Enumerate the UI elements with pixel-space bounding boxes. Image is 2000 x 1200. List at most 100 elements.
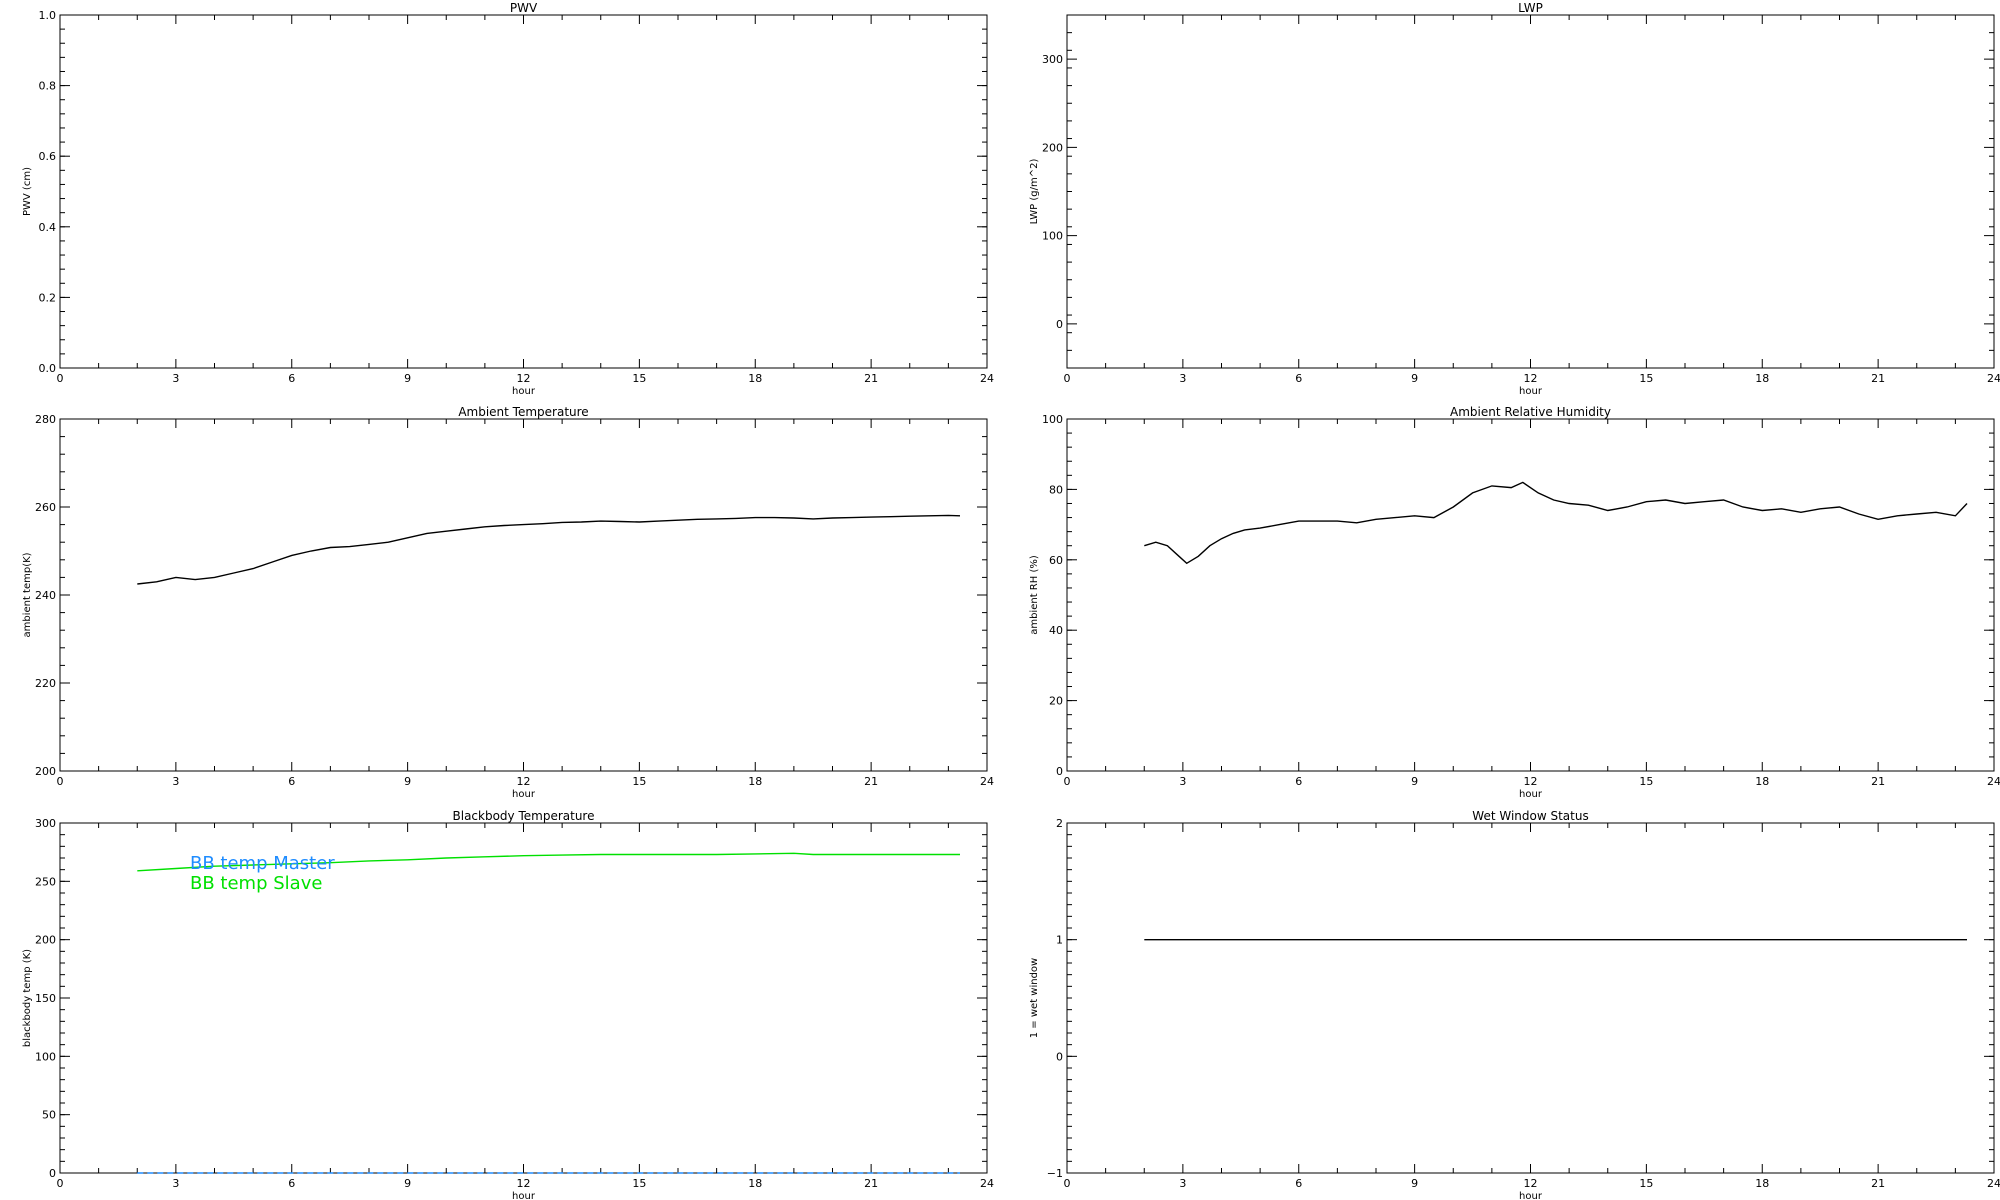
- x-tick-label: 21: [864, 775, 878, 788]
- y-tick-label: 300: [35, 817, 56, 830]
- y-tick-label: 220: [35, 677, 56, 690]
- x-tick-label: 3: [172, 1177, 179, 1190]
- x-axis-label: hour: [512, 789, 536, 800]
- series-line-1: [137, 514, 961, 585]
- x-tick-label: 18: [748, 372, 762, 385]
- x-tick-label: 18: [748, 1177, 762, 1190]
- x-tick-label: 12: [1524, 1177, 1538, 1190]
- y-tick-label: 100: [1042, 413, 1063, 426]
- x-tick-label: 21: [1871, 775, 1885, 788]
- x-tick-label: 21: [1871, 1177, 1885, 1190]
- y-tick-label: 1.0: [39, 9, 57, 22]
- x-tick-label: 15: [1639, 775, 1653, 788]
- y-tick-label: 260: [35, 501, 56, 514]
- y-tick-label: 50: [42, 1109, 56, 1122]
- y-tick-label: 280: [35, 413, 56, 426]
- chart-panel-1: 0 3 6 9 12 15 18 21 24 0.0 0.2 0.4 0.6 0.8 1.0 PWV hour P…: [22, 1, 994, 397]
- y-tick-label: 240: [35, 589, 56, 602]
- x-tick-label: 3: [1179, 775, 1186, 788]
- x-axis-label: hour: [1519, 386, 1543, 397]
- x-tick-label: 0: [1064, 372, 1071, 385]
- x-tick-label: 9: [1411, 372, 1418, 385]
- y-tick-label: 0: [1056, 1050, 1063, 1063]
- x-tick-label: 3: [172, 372, 179, 385]
- chart-panel-3: 0 3 6 9 12 15 18 21 24 200 220 240 260 280 Ambient Tem…: [22, 405, 994, 800]
- series-line-1: [1144, 481, 1968, 565]
- y-tick-label: 0.2: [39, 291, 57, 304]
- chart-title: LWP: [1518, 1, 1543, 15]
- x-tick-label: 6: [288, 372, 295, 385]
- series-line-2: [137, 852, 960, 872]
- x-axis-label: hour: [1519, 1191, 1543, 1200]
- x-axis-label: hour: [512, 386, 536, 397]
- x-tick-label: 12: [1524, 775, 1538, 788]
- x-tick-label: 0: [57, 775, 64, 788]
- x-tick-label: 21: [864, 1177, 878, 1190]
- x-tick-label: 12: [1524, 372, 1538, 385]
- y-tick-label: 40: [1049, 624, 1063, 637]
- y-tick-label: 0.6: [39, 150, 57, 163]
- plot-frame: [59, 14, 988, 369]
- y-tick-label: 60: [1049, 554, 1063, 567]
- y-axis-label: ambient RH (%): [1029, 555, 1040, 635]
- x-tick-label: 12: [517, 372, 531, 385]
- y-tick-label: 1: [1056, 934, 1063, 947]
- x-tick-label: 9: [1411, 775, 1418, 788]
- x-tick-label: 15: [632, 775, 646, 788]
- y-tick-label: 200: [35, 765, 56, 778]
- x-tick-label: 12: [517, 775, 531, 788]
- plot-frame: [1066, 822, 1995, 1174]
- chart-panel-2: 0 3 6 9 12 15 18 21 24 0 100 200 300 LWP hour LWP (g/m^…: [1029, 1, 2000, 397]
- x-tick-label: 0: [1064, 1177, 1071, 1190]
- x-tick-label: 15: [632, 1177, 646, 1190]
- x-tick-label: 6: [1295, 775, 1302, 788]
- chart-panel-5: 0 3 6 9 12 15 18 21 24 0 50 100 150 200 250 300 Blackbod…: [22, 809, 994, 1200]
- y-tick-label: 200: [1042, 141, 1063, 154]
- chart-title: Ambient Relative Humidity: [1450, 405, 1611, 419]
- x-tick-label: 9: [404, 372, 411, 385]
- chart-panel-4: 0 3 6 9 12 15 18 21 24 0 20 40 60 80 100 Ambient Relati…: [1029, 405, 2000, 800]
- x-tick-label: 15: [632, 372, 646, 385]
- y-tick-label: 20: [1049, 695, 1063, 708]
- x-tick-label: 15: [1639, 1177, 1653, 1190]
- x-tick-label: 15: [1639, 372, 1653, 385]
- x-tick-label: 24: [980, 1177, 994, 1190]
- x-axis-label: hour: [512, 1191, 536, 1200]
- x-tick-label: 3: [172, 775, 179, 788]
- x-tick-label: 0: [57, 1177, 64, 1190]
- chart-title: Wet Window Status: [1472, 809, 1588, 823]
- x-tick-label: 18: [1755, 372, 1769, 385]
- y-tick-label: −1: [1047, 1167, 1063, 1180]
- x-tick-label: 3: [1179, 1177, 1186, 1190]
- x-tick-label: 6: [288, 1177, 295, 1190]
- plot-frame: [59, 418, 988, 772]
- y-tick-label: 100: [35, 1050, 56, 1063]
- y-tick-label: 150: [35, 992, 56, 1005]
- x-tick-label: 18: [1755, 775, 1769, 788]
- x-tick-label: 0: [1064, 775, 1071, 788]
- y-tick-label: 100: [1042, 230, 1063, 243]
- x-tick-label: 6: [1295, 372, 1302, 385]
- y-axis-label: 1 = wet window: [1029, 958, 1040, 1038]
- x-tick-label: 9: [404, 775, 411, 788]
- x-tick-label: 9: [404, 1177, 411, 1190]
- plot-frame: [1066, 418, 1995, 772]
- chart-title: PWV: [510, 1, 538, 15]
- y-tick-label: 2: [1056, 817, 1063, 830]
- y-tick-label: 0.4: [39, 221, 57, 234]
- x-tick-label: 18: [748, 775, 762, 788]
- y-tick-label: 0: [1056, 765, 1063, 778]
- x-tick-label: 9: [1411, 1177, 1418, 1190]
- plot-frame: [1066, 14, 1995, 369]
- y-tick-label: 300: [1042, 53, 1063, 66]
- x-tick-label: 6: [1295, 1177, 1302, 1190]
- y-axis-label: blackbody temp (K): [22, 949, 33, 1047]
- y-tick-label: 200: [35, 934, 56, 947]
- x-tick-label: 21: [864, 372, 878, 385]
- legend-entry: BB temp Master: [190, 853, 335, 874]
- y-tick-label: 0.0: [39, 362, 57, 375]
- y-tick-label: 80: [1049, 483, 1063, 496]
- x-tick-label: 12: [517, 1177, 531, 1190]
